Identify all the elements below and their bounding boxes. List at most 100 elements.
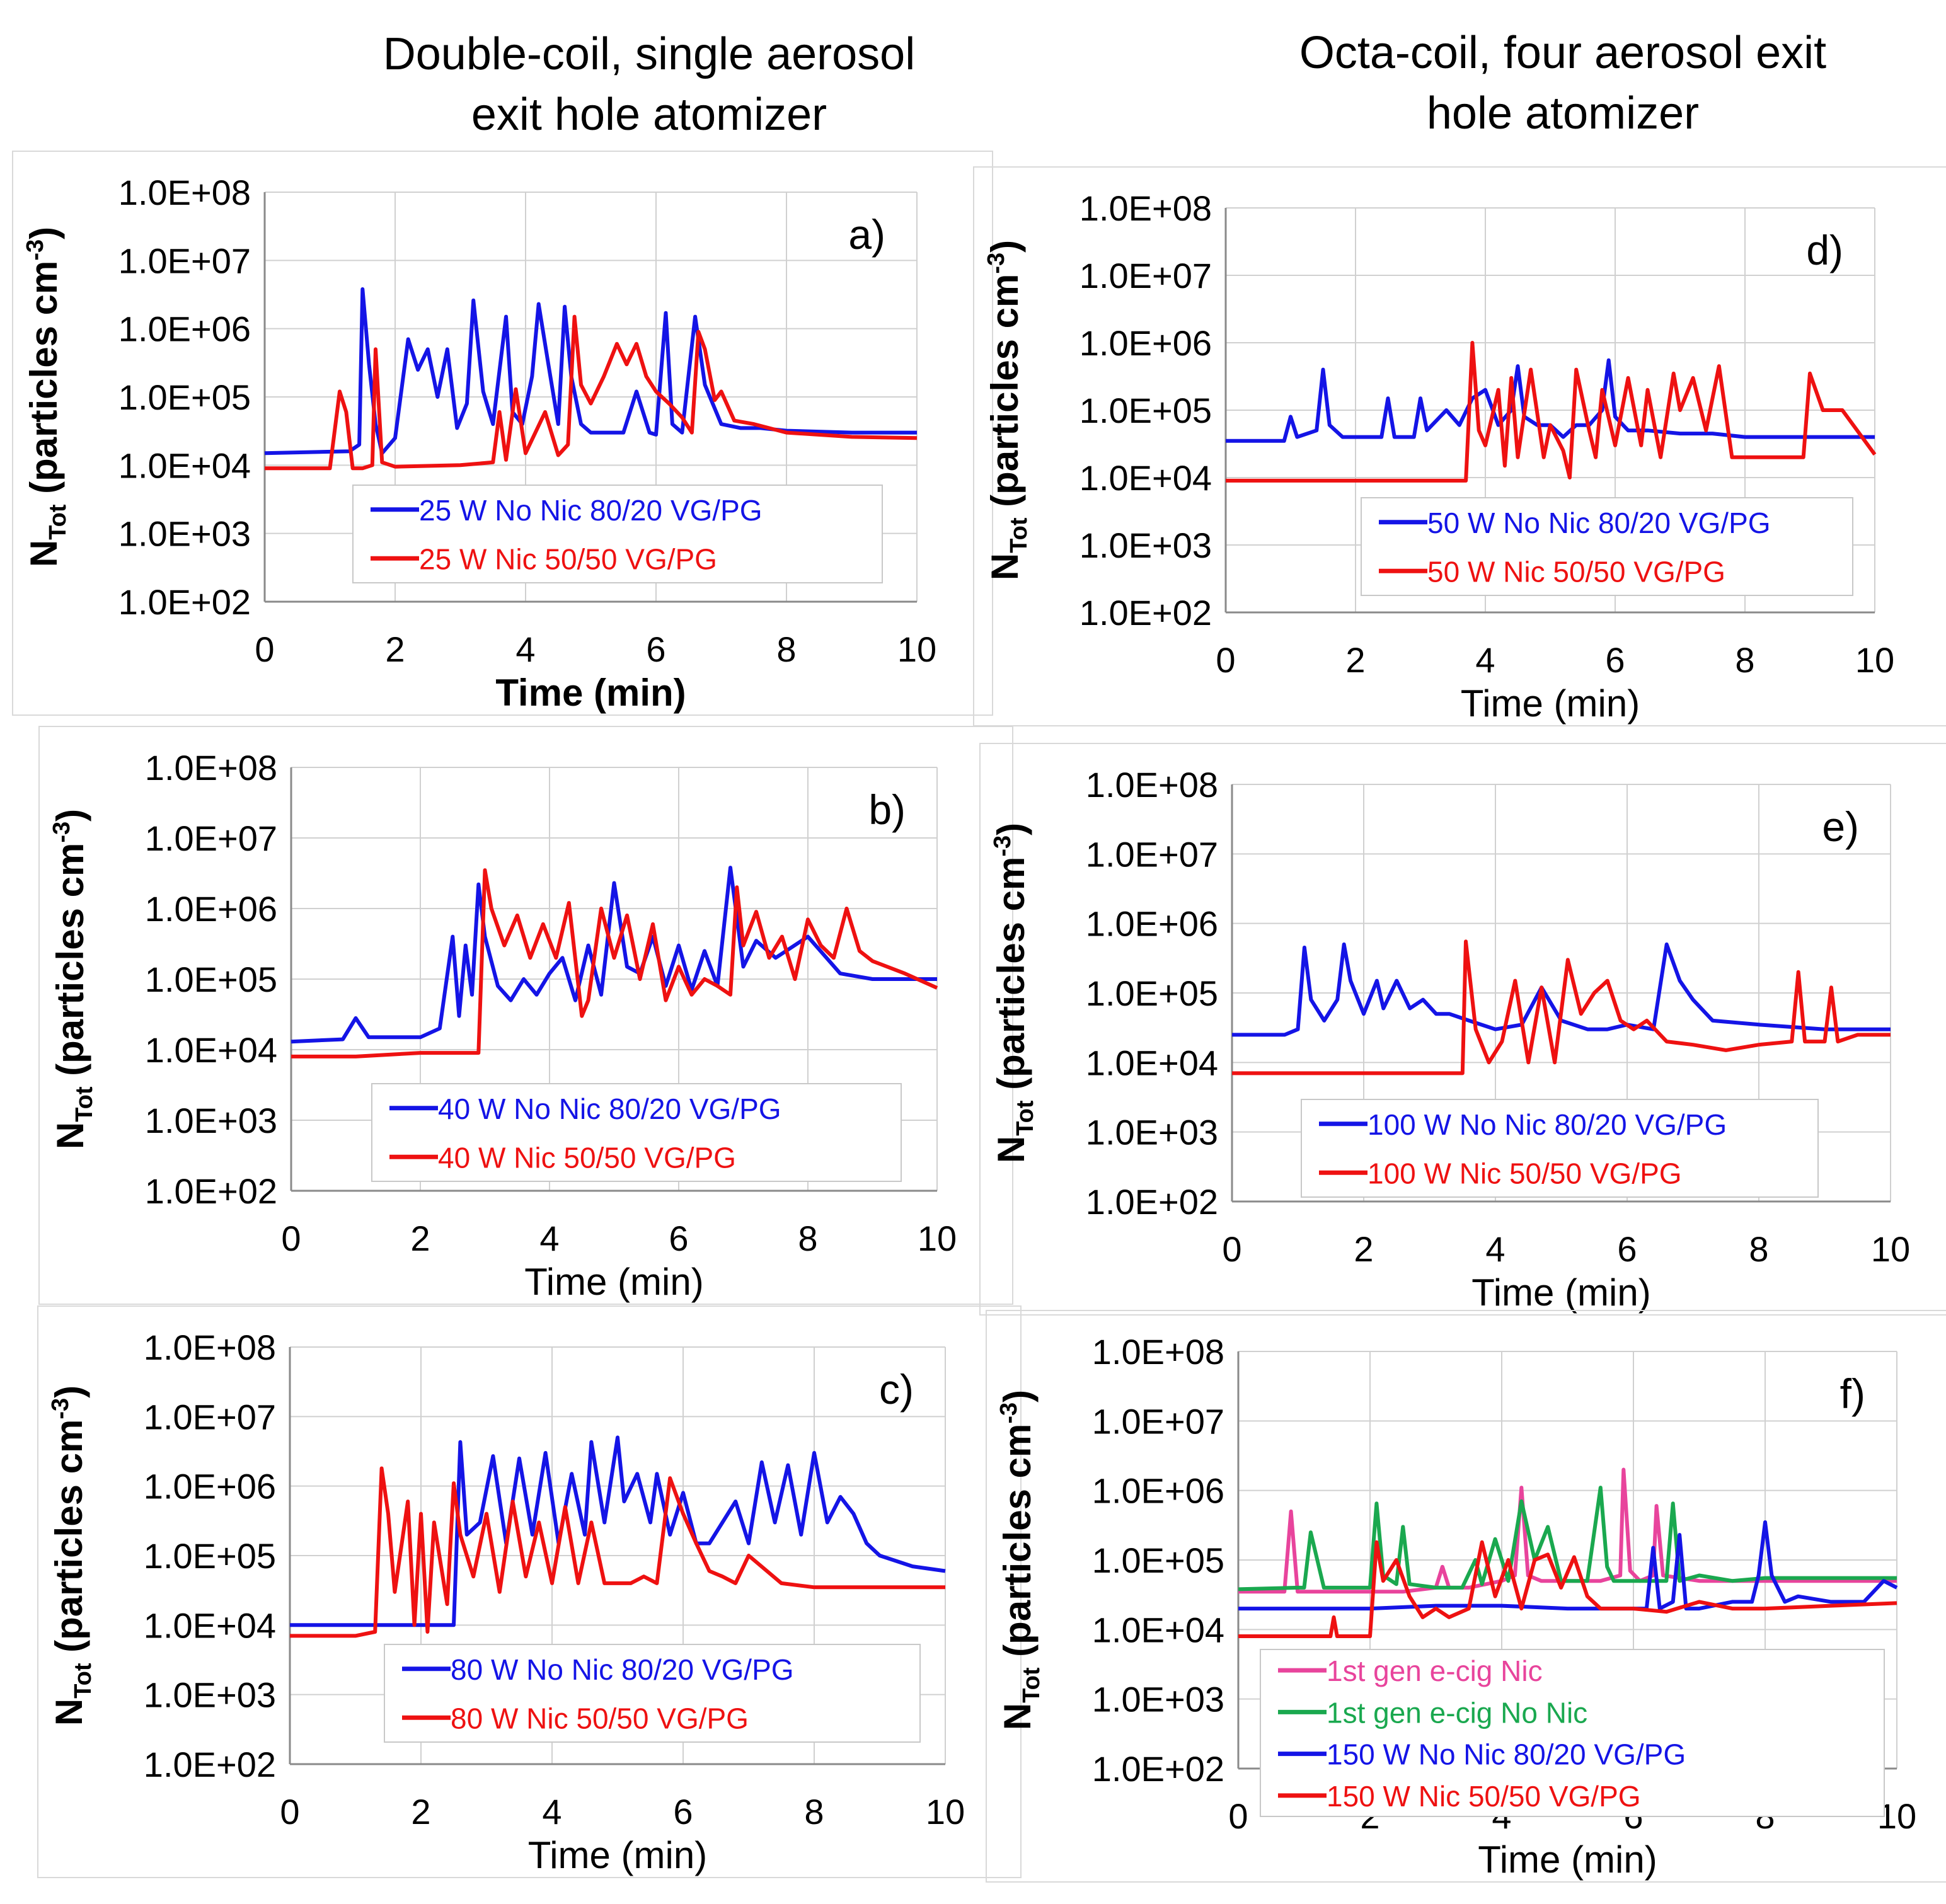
legend-box-f — [1260, 1649, 1885, 1817]
y-tick-label: 1.0E+03 — [1092, 1680, 1224, 1719]
y-tick-label: 1.0E+07 — [118, 241, 251, 280]
y-tick-label: 1.0E+06 — [144, 1467, 276, 1506]
y-tick-label: 1.0E+03 — [144, 1675, 276, 1715]
y-axis-label-unit: (particles cm — [49, 843, 91, 1087]
series-line-c-2 — [290, 1466, 945, 1638]
x-tick-label: 4 — [539, 1219, 559, 1258]
y-axis-label-close: ) — [23, 227, 65, 239]
y-axis-label: NTot (particles cm-3) — [996, 1390, 1045, 1730]
panel-frame-e — [979, 743, 1946, 1316]
x-tick-label: 2 — [385, 629, 405, 669]
y-axis-label-sub: Tot — [71, 1086, 98, 1122]
y-axis-label-main: N — [990, 1136, 1032, 1163]
x-tick-label: 10 — [926, 1792, 965, 1832]
series-line-f-4 — [1238, 1540, 1897, 1638]
series-line-b-1 — [291, 866, 937, 1044]
x-tick-label: 8 — [804, 1792, 824, 1832]
panel-frame-f — [986, 1310, 1946, 1883]
y-tick-label: 1.0E+07 — [1092, 1401, 1224, 1441]
series-line-a-2 — [265, 314, 918, 471]
x-tick-label: 4 — [542, 1792, 561, 1832]
y-tick-label: 1.0E+03 — [145, 1101, 277, 1140]
panel-tag: c) — [879, 1366, 914, 1413]
x-axis-label: Time (min) — [1461, 682, 1640, 725]
y-tick-label: 1.0E+03 — [1080, 525, 1212, 565]
y-axis-label-exp: -3 — [983, 253, 1010, 274]
x-tick-label: 8 — [1749, 1229, 1768, 1269]
x-tick-label: 0 — [1228, 1796, 1248, 1836]
x-axis-label: Time (min) — [1478, 1838, 1657, 1881]
y-tick-label: 1.0E+08 — [1092, 1332, 1224, 1372]
legend-box-d — [1361, 497, 1853, 596]
y-tick-label: 1.0E+02 — [145, 1171, 277, 1211]
legend-label: 25 W Nic 50/50 VG/PG — [419, 542, 717, 575]
y-tick-label: 1.0E+04 — [144, 1605, 276, 1645]
series-line-c-1 — [290, 1435, 946, 1627]
x-tick-label: 8 — [776, 629, 796, 669]
series-line-f-1 — [1238, 1467, 1897, 1594]
y-tick-label: 1.0E+08 — [144, 1328, 276, 1367]
right-column-title: Octa-coil, four aerosol exit hole atomiz… — [1185, 23, 1941, 144]
y-tick-label: 1.0E+04 — [145, 1030, 277, 1070]
y-tick-label: 1.0E+02 — [1086, 1182, 1218, 1222]
y-axis-label-unit: (particles cm — [23, 261, 65, 505]
panel-frame-b — [38, 726, 1013, 1305]
panel-tag: f) — [1840, 1370, 1865, 1417]
legend-label: 40 W No Nic 80/20 VG/PG — [438, 1093, 781, 1125]
y-axis-label-main: N — [996, 1703, 1039, 1730]
y-tick-label: 1.0E+04 — [1092, 1610, 1224, 1649]
x-tick-label: 6 — [646, 629, 665, 669]
y-axis-label: NTot (particles cm-3) — [22, 227, 71, 567]
x-tick-label: 10 — [918, 1219, 957, 1258]
x-axis-label: Time (min) — [528, 1834, 707, 1876]
series-line-b-2 — [291, 868, 938, 1058]
series-line-a-1 — [264, 287, 917, 456]
y-axis-label-exp: -3 — [989, 835, 1016, 857]
y-tick-label: 1.0E+07 — [1080, 256, 1212, 295]
y-tick-label: 1.0E+02 — [144, 1745, 276, 1784]
y-tick-label: 1.0E+04 — [1080, 458, 1212, 498]
legend-box-c — [384, 1644, 921, 1743]
panel-tag: d) — [1806, 227, 1843, 273]
x-tick-label: 0 — [1216, 640, 1235, 680]
left-column-title-line-2: exit hole atomizer — [471, 89, 827, 140]
right-column-title-line-1: Octa-coil, four aerosol exit — [1299, 28, 1827, 78]
y-tick-label: 1.0E+03 — [1086, 1113, 1218, 1152]
x-tick-label: 8 — [1735, 640, 1754, 680]
y-axis-label-exp: -3 — [996, 1402, 1022, 1424]
x-tick-label: 2 — [1345, 640, 1365, 680]
legend-label: 40 W Nic 50/50 VG/PG — [438, 1141, 736, 1174]
legend-label: 150 W Nic 50/50 VG/PG — [1327, 1780, 1641, 1813]
y-axis-label-exp: -3 — [49, 822, 75, 843]
y-tick-label: 1.0E+02 — [118, 582, 251, 622]
y-tick-label: 1.0E+08 — [145, 748, 277, 788]
y-tick-label: 1.0E+08 — [1080, 188, 1212, 228]
y-axis-label-close: ) — [984, 240, 1026, 253]
y-axis-label-unit: (particles cm — [984, 274, 1026, 518]
panel-frame-d — [973, 166, 1946, 726]
y-axis-label-main: N — [23, 540, 65, 567]
x-axis-label: Time (min) — [495, 672, 686, 714]
panel-tag: e) — [1822, 803, 1859, 850]
y-axis-label-close: ) — [48, 1385, 90, 1398]
x-tick-label: 4 — [1475, 640, 1495, 680]
legend-label: 100 W Nic 50/50 VG/PG — [1367, 1157, 1682, 1190]
legend-label: 25 W No Nic 80/20 VG/PG — [419, 494, 763, 527]
y-tick-label: 1.0E+02 — [1092, 1749, 1224, 1789]
left-column-title-line-1: Double-coil, single aerosol — [383, 29, 916, 79]
y-tick-label: 1.0E+05 — [145, 960, 277, 999]
x-tick-label: 2 — [411, 1792, 430, 1832]
legend-label: 1st gen e-cig No Nic — [1327, 1696, 1587, 1729]
legend-box-b — [371, 1083, 902, 1182]
y-axis-label-sub: Tot — [1006, 517, 1032, 553]
y-tick-label: 1.0E+06 — [1092, 1471, 1224, 1511]
series-line-f-3 — [1238, 1520, 1898, 1611]
y-axis-label-sub: Tot — [70, 1663, 96, 1699]
y-axis-label-close: ) — [990, 823, 1032, 835]
y-axis-label-sub: Tot — [45, 504, 71, 540]
y-tick-label: 1.0E+05 — [1080, 391, 1212, 430]
